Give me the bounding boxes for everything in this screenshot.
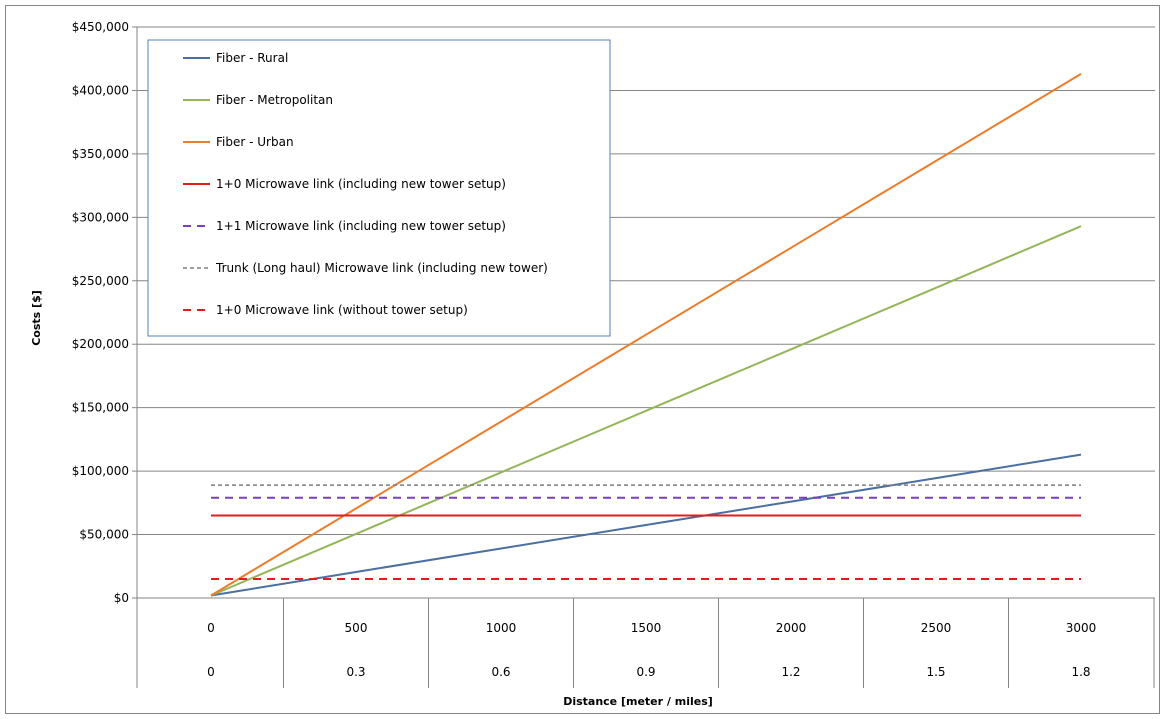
series-line: [210, 73, 1082, 597]
x-axis-title: Distance [meter / miles]: [563, 695, 713, 708]
legend: Fiber - Rural Fiber - Metropolitan Fiber -…: [147, 39, 611, 337]
x-tick-label-miles: 0.3: [346, 665, 365, 679]
x-tick-label-miles: 0.9: [636, 665, 655, 679]
y-tick-label: $350,000: [72, 147, 129, 161]
x-tick-label-miles: 1.5: [926, 665, 945, 679]
legend-label: Fiber - Urban: [216, 135, 294, 149]
x-tick-label-miles: 1.8: [1071, 665, 1090, 679]
x-tick-label-miles: 1.2: [781, 665, 800, 679]
x-tick-label-meters: 1500: [631, 621, 662, 635]
x-tick-label-meters: 3000: [1066, 621, 1097, 635]
legend-label: Fiber - Metropolitan: [216, 93, 333, 107]
y-tick-label: $150,000: [72, 401, 129, 415]
series-line: [210, 453, 1082, 597]
y-axis: $0 $50,000 $100,000 $150,000 $200,000 $250,00…: [72, 20, 138, 688]
y-tick-label: $200,000: [72, 337, 129, 351]
y-tick-label: $300,000: [72, 210, 129, 224]
legend-label: Fiber - Rural: [216, 51, 288, 65]
x-axis: 0 0 500 0.3 1000 0.6 1500 0.9 2000 1.2 2500 1.5 3000…: [207, 598, 1155, 688]
x-tick-label-meters: 0: [207, 621, 215, 635]
legend-label: Trunk (Long haul) Microwave link (includ…: [215, 261, 548, 275]
x-tick-label-meters: 500: [345, 621, 368, 635]
y-tick-label: $0: [114, 591, 129, 605]
y-axis-title: Costs [$]: [30, 290, 43, 346]
y-tick-label: $450,000: [72, 20, 129, 34]
x-tick-label-miles: 0: [207, 665, 215, 679]
x-tick-label-meters: 2500: [921, 621, 952, 635]
legend-label: 1+1 Microwave link (including new tower …: [216, 219, 506, 233]
y-tick-label: $100,000: [72, 464, 129, 478]
series-lines: [210, 73, 1082, 597]
legend-label: 1+0 Microwave link (without tower setup): [216, 303, 468, 317]
x-tick-label-meters: 1000: [486, 621, 517, 635]
x-tick-label-meters: 2000: [776, 621, 807, 635]
y-tick-label: $250,000: [72, 274, 129, 288]
series-line: [210, 225, 1082, 597]
legend-label: 1+0 Microwave link (including new tower …: [216, 177, 506, 191]
y-tick-label: $50,000: [79, 528, 129, 542]
x-tick-label-miles: 0.6: [491, 665, 510, 679]
y-tick-label: $400,000: [72, 83, 129, 97]
legend-box: [147, 39, 611, 337]
